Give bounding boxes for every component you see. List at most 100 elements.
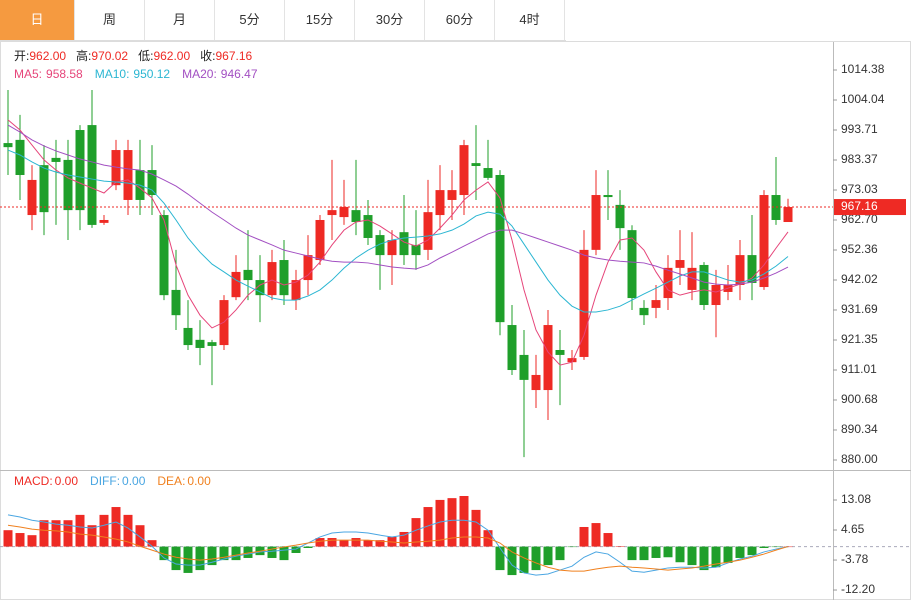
period-tab[interactable]: 月 [145, 0, 215, 40]
last-price-box [834, 199, 906, 216]
candle-body [363, 215, 373, 238]
macd-bar [555, 546, 565, 561]
info-value: 962.00 [29, 49, 66, 63]
candle-body [675, 260, 685, 268]
candle-body [447, 190, 457, 200]
macd-bar [63, 520, 73, 547]
candle-body [351, 210, 361, 223]
macd-bar [399, 531, 409, 547]
info-label: 收: [200, 49, 215, 63]
indicator-line [7, 124, 789, 286]
macd-bar [591, 523, 601, 547]
period-tab[interactable]: 5分 [215, 0, 285, 40]
candle-body [27, 179, 37, 216]
macd-bar [279, 546, 289, 561]
candle-body [87, 125, 97, 225]
candle-body [123, 150, 133, 200]
candle-body [711, 284, 721, 306]
candle-body [603, 195, 613, 198]
candle-body [735, 255, 745, 285]
candle-body [483, 168, 493, 178]
candle-body [375, 235, 385, 256]
candle-body [291, 280, 301, 301]
macd-bar [351, 538, 361, 547]
candle-body [159, 215, 169, 296]
indicator-line [7, 149, 789, 313]
candle-body [615, 204, 625, 229]
y-tick-label: -12.20 [841, 582, 875, 596]
candle-body [3, 143, 13, 148]
legend-value: 0.00 [187, 474, 211, 488]
period-tab[interactable]: 4时 [495, 0, 565, 40]
macd-bar [27, 535, 37, 547]
macd-bar [471, 509, 481, 547]
macd-bar [603, 533, 613, 547]
candle-body [519, 354, 529, 380]
macd-bar [159, 546, 169, 561]
candle-body [399, 232, 409, 256]
y-tick-label: 931.69 [841, 302, 878, 316]
macd-bar [459, 496, 469, 547]
tab-bar: 日周月 5分 15分 30分 60分 4时 [0, 0, 566, 41]
info-value: 970.02 [91, 49, 128, 63]
candle-body [627, 230, 637, 299]
macd-bar [747, 546, 757, 556]
period-tab[interactable]: 30分 [355, 0, 425, 40]
info-label: 开: [14, 49, 29, 63]
macd-bar [759, 546, 769, 548]
y-tick-label: 993.71 [841, 122, 878, 136]
candle-body [423, 212, 433, 250]
period-tab[interactable]: 15分 [285, 0, 355, 40]
y-tick-label: 900.68 [841, 392, 878, 406]
legend-name: DEA: [157, 474, 185, 488]
candle-body [183, 327, 193, 346]
macd-bar [99, 514, 109, 547]
y-tick-label: 880.00 [841, 452, 878, 466]
y-tick-label: 921.35 [841, 332, 878, 346]
macd-bar [615, 546, 625, 547]
macd-bar [411, 518, 421, 547]
macd-bar [663, 546, 673, 558]
legend-name: MA5: [14, 67, 42, 81]
frame [0, 41, 911, 600]
macd-bar [447, 498, 457, 547]
macd-bar [87, 525, 97, 547]
macd-bar [327, 538, 337, 547]
last-price-label: 967.16 [841, 199, 878, 213]
candle-body [699, 264, 709, 306]
macd-bar [195, 546, 205, 571]
macd-bar [183, 546, 193, 573]
period-tab[interactable]: 60分 [425, 0, 495, 40]
legend-name: MA10: [95, 67, 130, 81]
legend-value: 946.47 [221, 67, 258, 81]
macd-bar [303, 546, 313, 548]
indicator-line [7, 119, 789, 366]
candle-body [567, 358, 577, 363]
y-tick-label: 1004.04 [841, 92, 885, 106]
macd-bar [711, 546, 721, 568]
macd-bar [699, 546, 709, 571]
candle-body [555, 349, 565, 355]
info-value: 967.16 [215, 49, 252, 63]
candle-body [255, 280, 265, 296]
candle-body [579, 249, 589, 357]
indicator-line [7, 524, 789, 572]
macd-bar [723, 546, 733, 563]
y-tick-label: 1014.38 [841, 62, 885, 76]
candle-body [783, 207, 793, 223]
period-tab[interactable]: 周 [75, 0, 145, 40]
candle-body [279, 260, 289, 296]
macd-bar [3, 530, 13, 547]
candle-body [63, 159, 73, 211]
candle-body [51, 157, 61, 162]
period-tab[interactable]: 日 [0, 0, 75, 40]
candle-body [75, 130, 85, 211]
info-label: 低: [138, 49, 153, 63]
macd-bar [507, 546, 517, 576]
macd-bar [639, 546, 649, 561]
y-tick-label: 4.65 [841, 522, 865, 536]
macd-bar [135, 525, 145, 547]
macd-bar [123, 514, 133, 547]
